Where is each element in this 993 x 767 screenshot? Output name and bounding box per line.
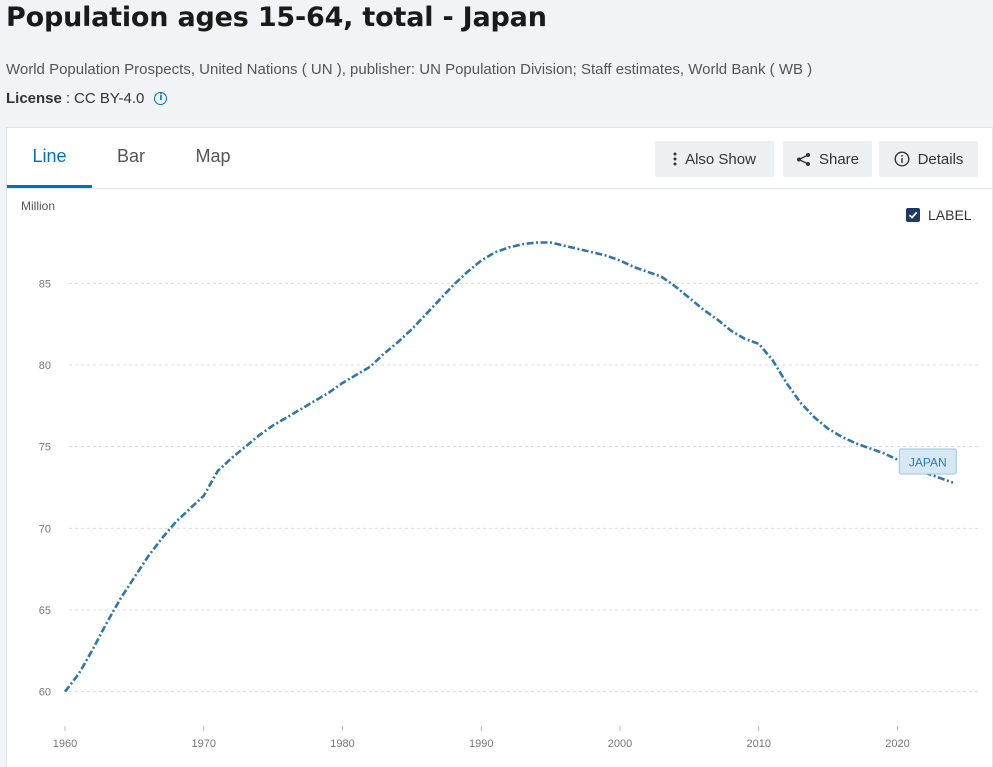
- license-label: License: [6, 90, 62, 107]
- info-circle-icon: [894, 151, 910, 167]
- x-tick-label: 1980: [330, 738, 354, 750]
- license-separator: :: [65, 90, 71, 107]
- label-toggle-text: LABEL: [928, 207, 972, 223]
- page-title: Population ages 15-64, total - Japan: [6, 2, 547, 33]
- checkbox-checked-icon[interactable]: [906, 208, 920, 222]
- details-button[interactable]: Details: [879, 141, 978, 177]
- x-tick-label: 2010: [747, 738, 771, 750]
- x-tick-label: 2000: [608, 738, 632, 750]
- y-tick-label: 70: [39, 523, 51, 535]
- license-value: CC BY-4.0: [74, 90, 145, 107]
- chart-tabs: Line Bar Map Also Show Share Details: [7, 128, 992, 189]
- y-axis-unit-label: Million: [21, 199, 56, 213]
- x-tick-label: 1960: [53, 738, 77, 750]
- y-tick-label: 60: [39, 687, 51, 699]
- series-label-box: [898, 448, 957, 475]
- share-label: Share: [818, 150, 860, 168]
- x-tick-label: 1990: [469, 738, 493, 750]
- y-tick-label: 85: [39, 278, 51, 290]
- x-tick-label: 2020: [885, 738, 909, 750]
- series-line-japan: [63, 241, 954, 693]
- source-text: World Population Prospects, United Natio…: [6, 61, 813, 78]
- also-show-label: Also Show: [685, 150, 756, 168]
- license-line: License : CC BY-4.0 i: [6, 90, 168, 107]
- line-chart: 60 65 70 75 80 85 1960 1970 1980 1990 2000 2010 2020…: [39, 241, 979, 750]
- tab-map[interactable]: Map: [195, 146, 231, 166]
- share-button[interactable]: Share: [783, 141, 872, 177]
- tab-line[interactable]: Line: [7, 128, 92, 188]
- y-tick-label: 75: [39, 442, 51, 454]
- y-tick-label: 65: [39, 605, 51, 617]
- series-label-japan: JAPAN: [909, 456, 947, 470]
- label-toggle[interactable]: LABEL: [906, 207, 972, 223]
- x-tick-label: 1970: [192, 738, 216, 750]
- also-show-button[interactable]: Also Show: [655, 141, 774, 177]
- details-label: Details: [917, 150, 964, 168]
- more-vertical-icon: [673, 152, 677, 166]
- tab-bar[interactable]: Bar: [116, 146, 145, 166]
- y-tick-label: 80: [39, 360, 51, 372]
- info-icon[interactable]: i: [154, 92, 168, 105]
- share-icon: [796, 152, 811, 167]
- chart-card: Line Bar Map Also Show Share Details Mil…: [6, 127, 993, 767]
